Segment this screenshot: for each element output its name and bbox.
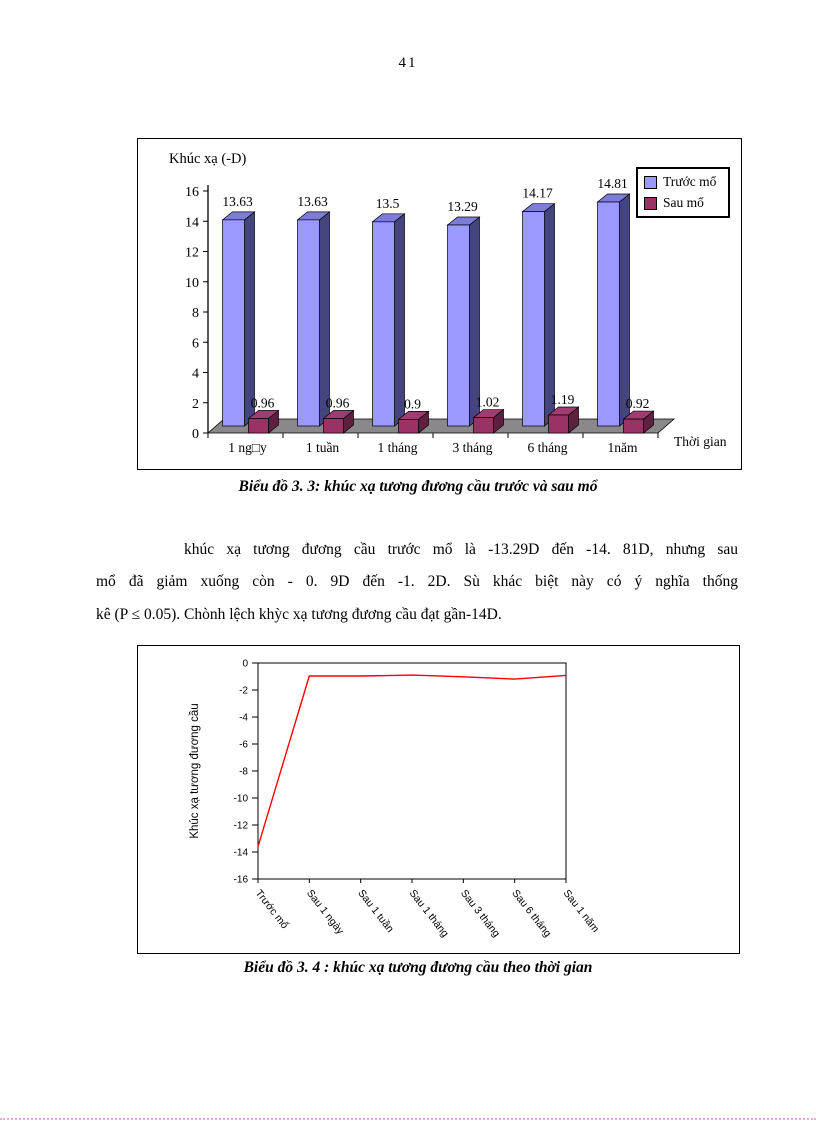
y-tick-label: -12 [234, 821, 249, 832]
bar-value-label: 0.9 [404, 396, 421, 411]
bar-value-label: 14.17 [522, 186, 553, 201]
y-axis-title: Khúc xạ tương đương cầu [189, 703, 201, 838]
x-category-label: Sau 1 tuần [355, 887, 396, 935]
y-tick-label: 10 [185, 276, 199, 291]
bar-front [548, 414, 569, 434]
x-category-label: Sau 1 ngày [304, 887, 347, 937]
bar-side [319, 211, 330, 427]
bar-front [248, 418, 269, 434]
bar-front [323, 418, 344, 434]
legend-label: Trước mổ [663, 174, 717, 189]
bar-front [297, 219, 320, 427]
bar-value-label: 13.5 [376, 196, 400, 211]
x-category-label: Sau 1 năm [561, 887, 602, 935]
x-category-label: 1 ng□y [228, 440, 267, 455]
legend-item-truoc-mo: Trước mổ [644, 174, 722, 190]
y-tick-label: -8 [239, 767, 248, 778]
y-tick-label: -14 [234, 848, 249, 859]
bar-side [394, 213, 405, 427]
figure-caption: Biểu đồ 3. 4 : khúc xạ tương đương cầu t… [243, 959, 593, 976]
bar-front [597, 201, 620, 427]
y-tick-label: 6 [192, 336, 199, 351]
bar-front [222, 219, 245, 427]
y-tick-label: -4 [239, 713, 248, 724]
bar-value-label: 1.19 [551, 392, 575, 407]
data-line [257, 674, 567, 847]
bar-value-label: 13.63 [222, 194, 253, 209]
y-tick-label: 8 [192, 306, 199, 321]
bar-value-label: 13.29 [447, 199, 478, 214]
y-tick-label: 4 [192, 367, 199, 382]
x-category-label: 1 tuần [306, 440, 340, 455]
legend-swatch-icon [644, 175, 657, 189]
bar-front [372, 221, 395, 427]
figure-line-chart: 0 -2 -4 -6 -8 -10 -12 -14 -16 Trước mổ Sau 1 ngày S… [137, 645, 740, 954]
bar-side [244, 211, 255, 427]
y-tick-label: -16 [234, 875, 249, 886]
plot-area [257, 662, 567, 880]
x-category-label: 3 tháng [452, 440, 492, 455]
bar-front [447, 224, 470, 427]
bar-front [623, 418, 644, 434]
legend: Trước mổ Sau mổ [636, 167, 730, 218]
y-tick-label: 2 [192, 397, 199, 412]
x-category-label: Trước mổ [253, 887, 291, 931]
paragraph-line: mổ đã giảm xuống còn - 0. 9D đến -1. 2D.… [96, 573, 738, 590]
bar-value-label: 0.96 [251, 395, 275, 410]
y-tick-label: 14 [185, 215, 199, 230]
paragraph-line: kê (P ≤ 0.05). Chònh lệch khỳc xạ tương … [96, 605, 502, 623]
x-category-label: Sau 1 tháng [407, 887, 451, 939]
bar-value-label: 0.96 [326, 395, 350, 410]
y-tick-label: 12 [185, 246, 199, 261]
page-number: 41 [398, 55, 418, 71]
y-tick-label: 0 [242, 659, 248, 670]
bar-front [398, 419, 419, 434]
x-category-label: 1 tháng [377, 440, 417, 455]
figure-caption: Biểu đồ 3. 3: khúc xạ tương đương cầu tr… [238, 478, 598, 495]
x-category-label: Sau 3 tháng [458, 887, 502, 939]
bar-front [522, 211, 545, 427]
y-tick-label: -6 [239, 740, 248, 751]
bar-value-label: 0.92 [626, 396, 650, 411]
legend-label: Sau mổ [663, 195, 704, 210]
x-category-label: 1năm [608, 440, 638, 455]
figure-bar-chart: 0 2 4 6 8 10 12 14 16 13.63 0.96 1 ng□y 13.63 0.96 1 t… [137, 138, 742, 470]
y-tick-label: -10 [234, 794, 249, 805]
bar-side [619, 193, 630, 427]
y-axis-title: Khúc xạ (-D) [169, 151, 247, 167]
y-tick-label: -2 [239, 686, 248, 697]
bottom-dotted-rule [0, 1118, 816, 1120]
y-tick-label: 16 [185, 185, 199, 200]
x-axis-title: Thời gian [674, 434, 727, 449]
bar-value-label: 14.81 [597, 176, 627, 191]
bar-chart-canvas: 0 2 4 6 8 10 12 14 16 13.63 0.96 1 ng□y 13.63 0.96 1 t… [185, 176, 727, 455]
x-category-label: 6 tháng [527, 440, 567, 455]
legend-item-sau-mo: Sau mổ [644, 195, 722, 211]
bar-front [473, 417, 494, 434]
bar-value-label: 1.02 [476, 395, 500, 410]
legend-swatch-icon [644, 196, 657, 210]
paragraph-line: khúc xạ tương đương cầu trước mổ là -13.… [184, 540, 738, 558]
body-paragraph: khúc xạ tương đương cầu trước mổ là -13.… [96, 534, 738, 632]
y-tick-label: 0 [192, 427, 199, 442]
x-category-label: Sau 6 tháng [509, 887, 553, 939]
bar-value-label: 13.63 [297, 194, 328, 209]
